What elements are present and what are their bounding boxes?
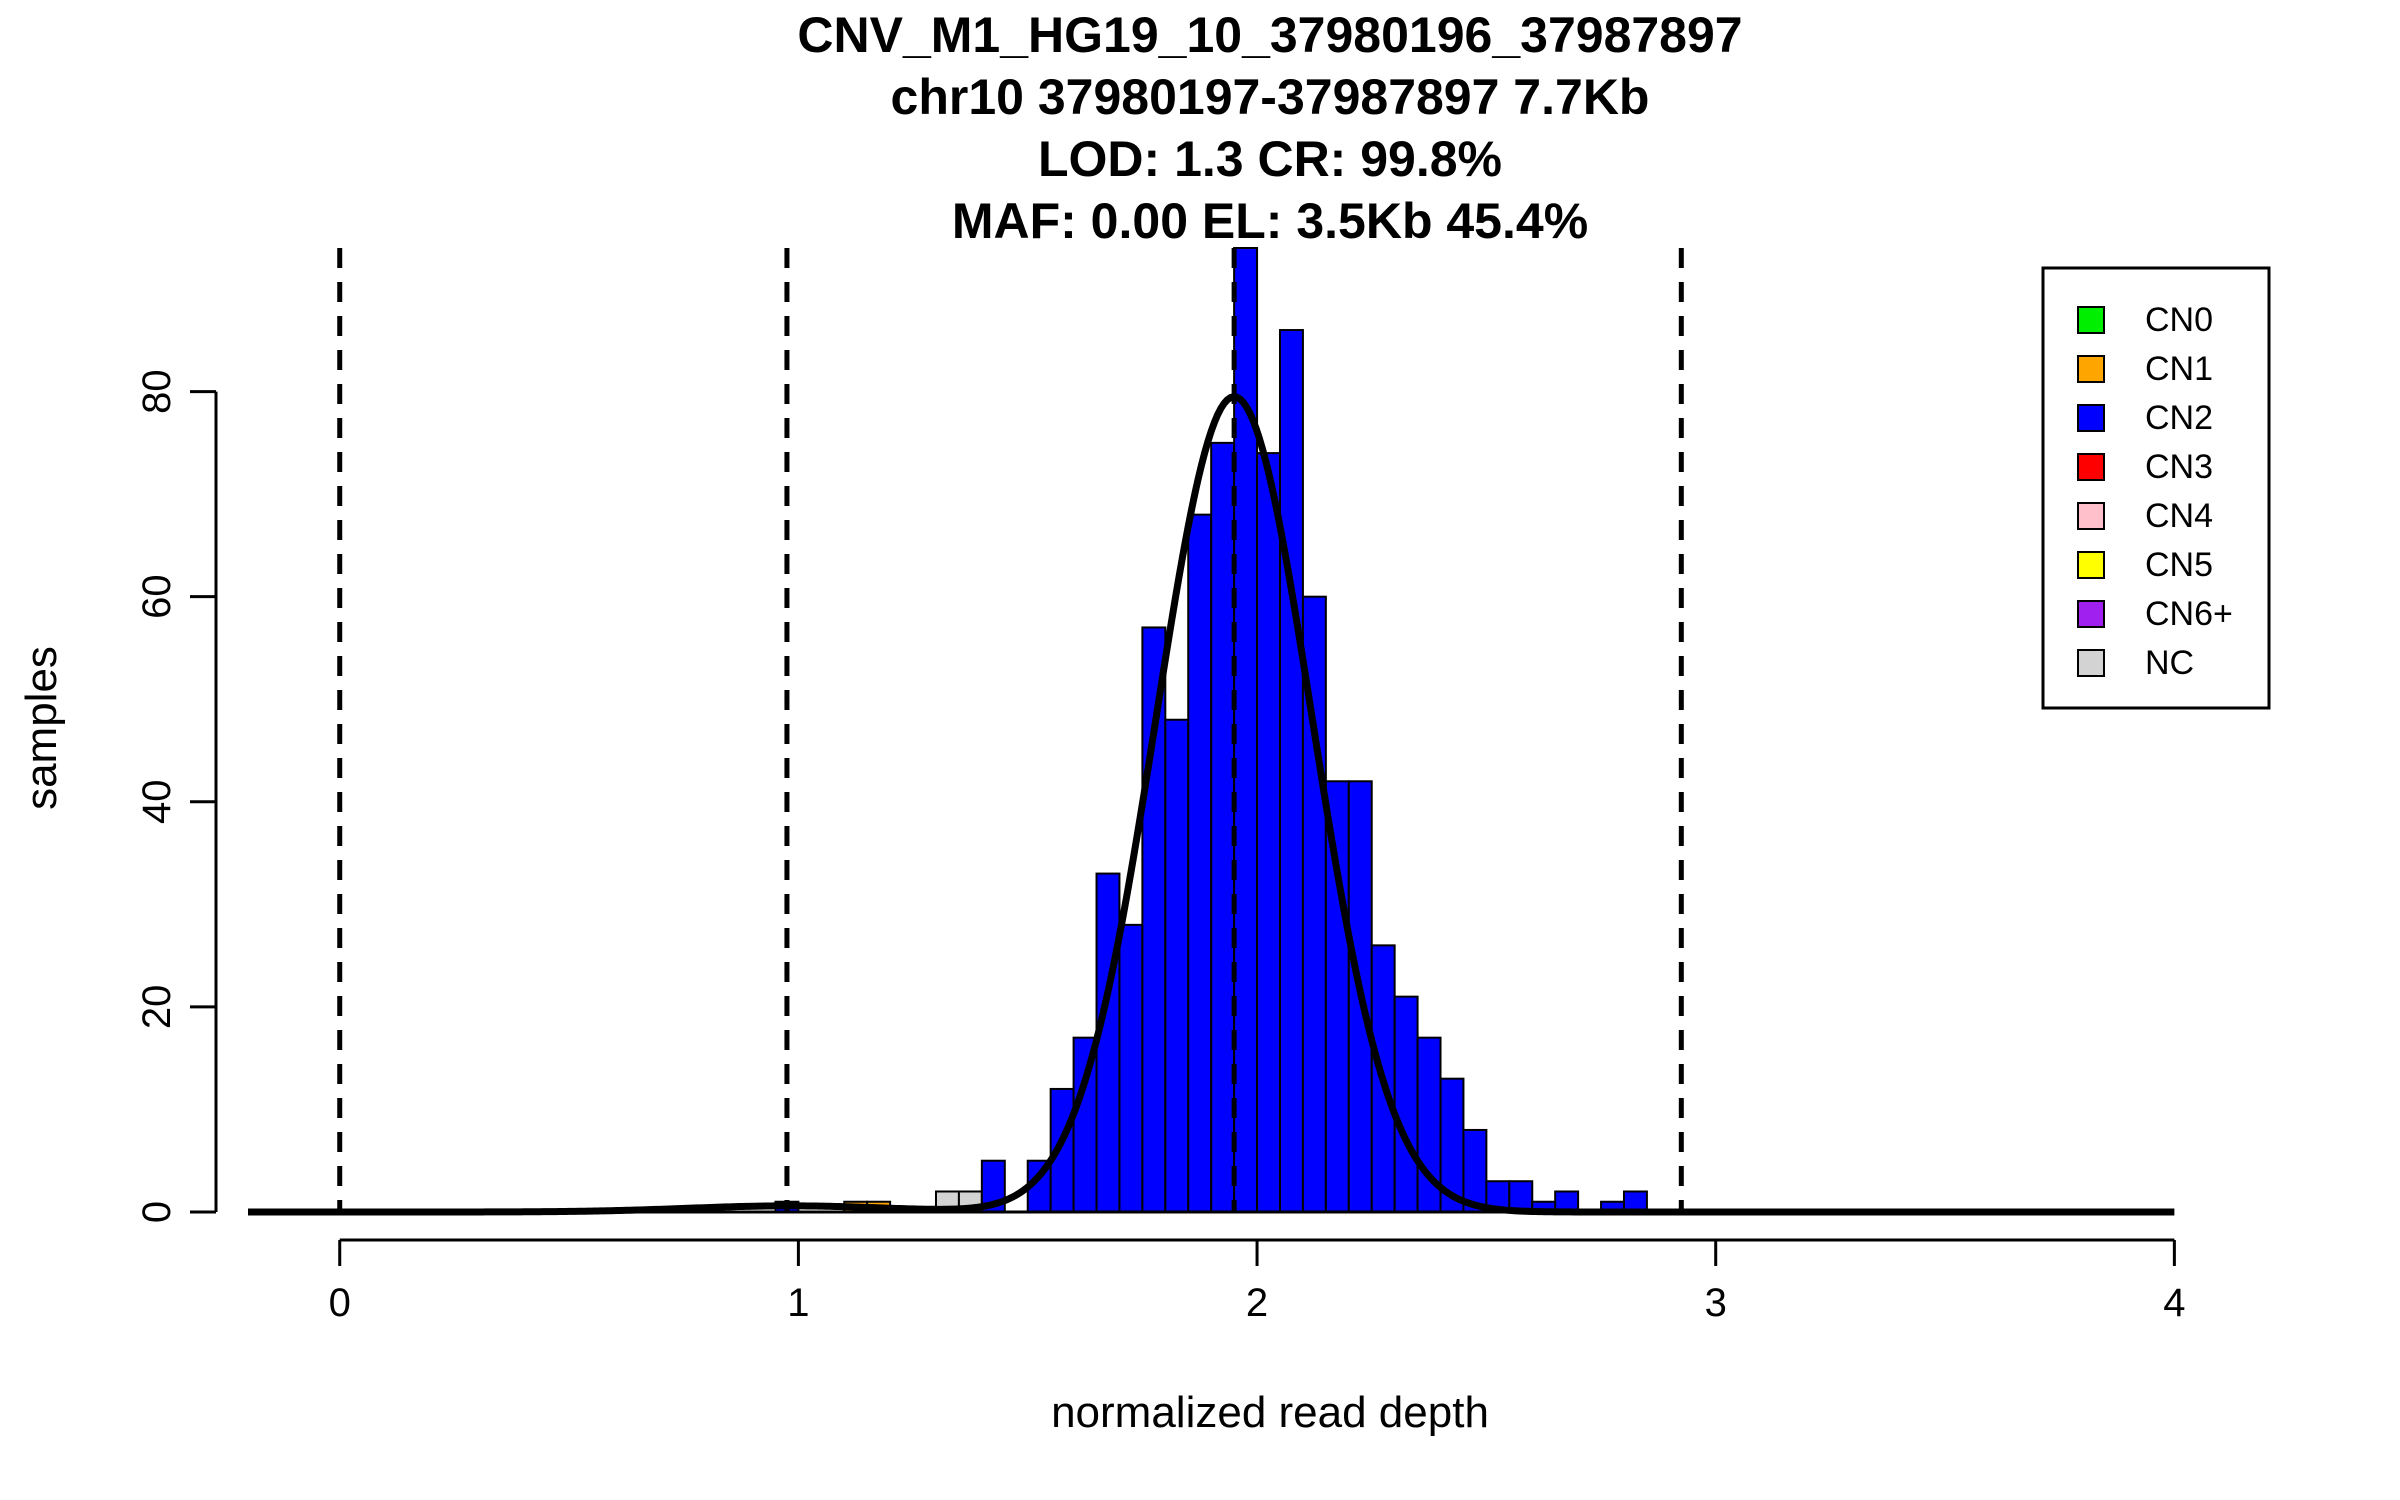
title-line-4: MAF: 0.00 EL: 3.5Kb 45.4% <box>952 193 1588 249</box>
legend-swatch <box>2077 404 2105 432</box>
legend-label: CN5 <box>2145 546 2213 584</box>
legend-swatch <box>2077 453 2105 481</box>
x-tick-label: 0 <box>329 1281 351 1325</box>
y-tick-label: 20 <box>135 985 179 1029</box>
histogram-bar <box>1233 247 1259 1213</box>
y-tick-label: 0 <box>135 1201 179 1223</box>
x-tick-label: 3 <box>1705 1281 1727 1325</box>
legend-swatch <box>2077 306 2105 334</box>
chart-title: CNV_M1_HG19_10_37980196_37987897 chr10 3… <box>797 7 1742 249</box>
legend-swatch <box>2077 355 2105 383</box>
histogram-bar <box>1164 718 1190 1213</box>
copy-number-cutoff-lines <box>337 248 1684 1212</box>
fit-curve-line <box>248 393 2175 1216</box>
legend-swatch <box>2077 649 2105 677</box>
fitted-density-curve <box>248 393 2175 1216</box>
y-axis-label: samples <box>17 646 66 810</box>
legend: CN0 CN1 CN2 CN3 CN4 CN5 CN6+ NC <box>2041 266 2271 710</box>
legend-label: CN2 <box>2145 399 2213 437</box>
x-axis-label: normalized read depth <box>1051 1388 1489 1437</box>
legend-swatch <box>2077 551 2105 579</box>
legend-label: NC <box>2145 644 2194 682</box>
histogram-bar <box>1256 452 1281 1213</box>
legend-swatch <box>2077 600 2105 628</box>
y-tick-label: 40 <box>135 780 179 825</box>
histogram-bar <box>1278 329 1304 1214</box>
y-tick-label: 80 <box>135 369 179 414</box>
legend-label: CN4 <box>2145 497 2213 535</box>
histogram-bar <box>1095 872 1121 1213</box>
x-tick-label: 4 <box>2163 1281 2185 1325</box>
title-line-2: chr10 37980197-37987897 7.7Kb <box>891 69 1650 125</box>
histogram-bar <box>1210 441 1236 1214</box>
legend-label: CN0 <box>2145 301 2213 339</box>
title-line-1: CNV_M1_HG19_10_37980196_37987897 <box>797 7 1742 63</box>
title-line-3: LOD: 1.3 CR: 99.8% <box>1038 131 1502 187</box>
legend-swatch <box>2077 502 2105 530</box>
y-tick-label: 60 <box>135 574 179 619</box>
legend-box <box>2041 266 2271 710</box>
histogram-bar <box>1187 513 1213 1213</box>
x-tick-label: 2 <box>1246 1281 1268 1325</box>
legend-label: CN1 <box>2145 350 2213 388</box>
histogram-bar <box>1393 995 1419 1214</box>
histogram-bar <box>1118 923 1144 1213</box>
histogram-bars <box>248 247 2161 1214</box>
legend-label: CN3 <box>2145 448 2213 486</box>
legend-label: CN6+ <box>2145 595 2233 633</box>
x-tick-label: 1 <box>787 1281 809 1325</box>
